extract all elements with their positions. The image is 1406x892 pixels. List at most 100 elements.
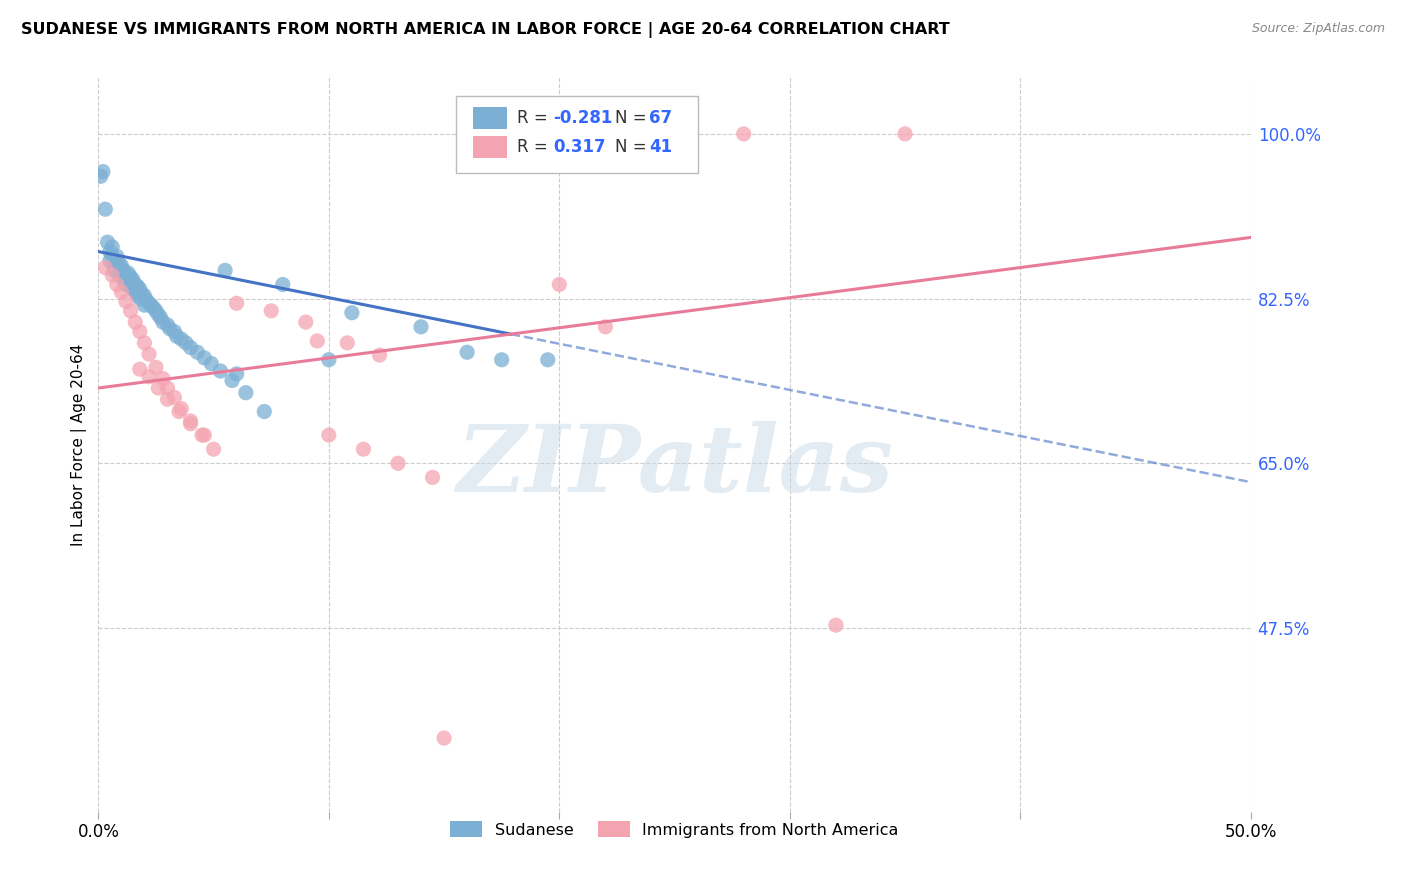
Point <box>97 235 120 249</box>
Point <box>105 249 128 263</box>
Y-axis label: In Labor Force | Age 20-64: In Labor Force | Age 20-64 <box>72 343 87 546</box>
Point <box>101 249 124 263</box>
Point <box>112 263 135 277</box>
Point <box>110 269 132 284</box>
Text: R =: R = <box>516 138 553 156</box>
Text: Source: ZipAtlas.com: Source: ZipAtlas.com <box>1251 22 1385 36</box>
Point <box>148 308 170 322</box>
Point <box>115 294 138 309</box>
Point <box>124 315 146 329</box>
Point <box>595 319 617 334</box>
Point <box>124 277 146 292</box>
Point <box>149 310 172 325</box>
Point <box>135 293 157 308</box>
Point <box>128 292 150 306</box>
FancyBboxPatch shape <box>472 107 508 128</box>
Point <box>122 282 145 296</box>
Text: -0.281: -0.281 <box>554 109 613 127</box>
Point <box>98 244 121 259</box>
Point <box>163 391 186 405</box>
Point <box>180 414 202 428</box>
Point <box>90 169 112 184</box>
Point <box>115 268 138 282</box>
Point <box>180 341 202 355</box>
Point <box>108 268 131 282</box>
Point <box>548 277 571 292</box>
Point <box>138 296 160 310</box>
Point <box>103 263 125 277</box>
Point <box>124 285 146 299</box>
Point <box>152 371 174 385</box>
Point <box>128 325 150 339</box>
Point <box>253 404 276 418</box>
Point <box>318 352 340 367</box>
Point <box>138 369 160 384</box>
Point <box>225 367 247 381</box>
FancyBboxPatch shape <box>456 95 697 173</box>
Legend: Sudanese, Immigrants from North America: Sudanese, Immigrants from North America <box>444 814 905 844</box>
Text: 0.317: 0.317 <box>554 138 606 156</box>
Point <box>105 260 128 275</box>
Point <box>145 360 167 375</box>
Point <box>127 289 149 303</box>
Point <box>202 442 225 457</box>
Point <box>336 335 359 350</box>
Point <box>156 381 179 395</box>
Point <box>138 347 160 361</box>
Point <box>166 329 188 343</box>
Point <box>368 348 391 362</box>
Point <box>387 456 409 470</box>
Point <box>148 381 170 395</box>
Point <box>134 289 156 303</box>
Point <box>110 259 132 273</box>
Point <box>117 275 139 289</box>
Point <box>174 335 197 350</box>
Point <box>733 127 755 141</box>
Point <box>894 127 917 141</box>
Point <box>101 268 124 282</box>
Point <box>103 259 125 273</box>
Point <box>170 332 193 346</box>
Point <box>318 428 340 442</box>
Point <box>131 286 153 301</box>
Point <box>142 301 165 315</box>
Point <box>235 385 257 400</box>
Point <box>422 470 444 484</box>
Text: ZIPatlas: ZIPatlas <box>456 422 893 511</box>
Point <box>94 202 117 217</box>
Point <box>127 279 149 293</box>
Point <box>167 404 190 418</box>
Point <box>537 352 560 367</box>
Point <box>352 442 374 457</box>
Text: N =: N = <box>614 138 651 156</box>
Point <box>134 335 156 350</box>
Point <box>186 345 208 359</box>
Point <box>128 362 150 376</box>
FancyBboxPatch shape <box>472 136 508 158</box>
Point <box>156 318 179 332</box>
Point <box>120 279 142 293</box>
Point <box>94 260 117 275</box>
Point <box>225 296 247 310</box>
Point <box>115 277 138 292</box>
Point <box>260 303 283 318</box>
Text: N =: N = <box>614 109 651 127</box>
Point <box>91 164 114 178</box>
Point <box>120 269 142 284</box>
Point <box>110 285 132 299</box>
Point <box>117 266 139 280</box>
Point <box>120 303 142 318</box>
Point <box>491 352 513 367</box>
Text: 67: 67 <box>650 109 672 127</box>
Point <box>110 263 132 277</box>
Point <box>221 374 243 388</box>
Point <box>152 315 174 329</box>
Point <box>193 351 215 365</box>
Point <box>200 357 222 371</box>
Point <box>163 325 186 339</box>
Point <box>193 428 215 442</box>
Point <box>825 618 848 632</box>
Point <box>101 240 124 254</box>
Point <box>433 731 456 745</box>
Point <box>108 257 131 271</box>
